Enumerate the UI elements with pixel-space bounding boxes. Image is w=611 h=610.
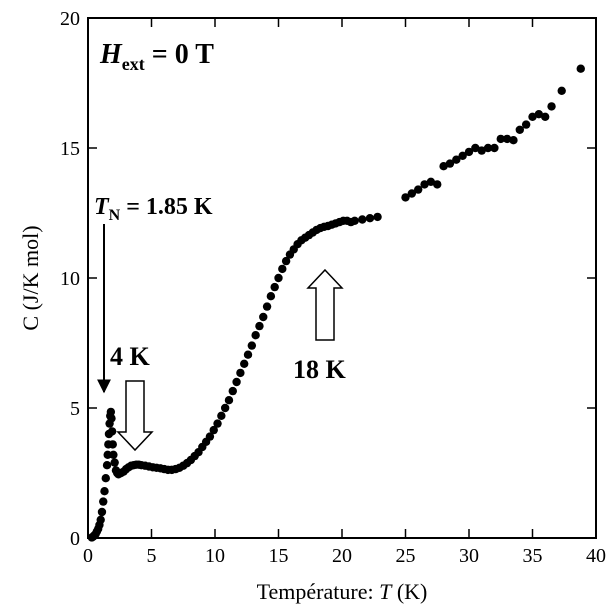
data-point xyxy=(99,497,108,506)
data-point xyxy=(110,458,119,467)
data-point xyxy=(490,143,499,153)
y-tick-label: 10 xyxy=(60,268,80,290)
data-point xyxy=(107,414,116,423)
data-point xyxy=(228,386,237,396)
data-point xyxy=(414,185,423,194)
data-point xyxy=(281,256,291,266)
x-tick-label: 15 xyxy=(269,545,289,567)
label-4k: 4 K xyxy=(110,342,151,371)
data-point xyxy=(102,461,112,470)
x-axis-title: Température: T (K) xyxy=(257,579,428,604)
data-point xyxy=(502,134,512,144)
data-point xyxy=(358,215,367,224)
data-point xyxy=(464,147,474,157)
data-point xyxy=(483,143,493,153)
data-point xyxy=(255,321,264,331)
y-tick-label: 0 xyxy=(70,528,80,550)
x-tick-label: 35 xyxy=(523,545,543,567)
data-point xyxy=(471,143,480,153)
arrow-4k-icon xyxy=(116,380,154,452)
data-point xyxy=(224,396,234,405)
data-point xyxy=(458,151,467,160)
data-point xyxy=(365,214,375,223)
data-point xyxy=(96,515,105,524)
data-point xyxy=(452,155,461,164)
data-point xyxy=(373,212,382,222)
field-annotation: Hext = 0 T xyxy=(99,39,214,74)
data-point xyxy=(270,282,279,292)
data-point xyxy=(232,377,241,387)
data-point xyxy=(251,331,260,340)
data-point xyxy=(259,312,268,322)
x-tick-label: 10 xyxy=(205,545,225,567)
data-point xyxy=(521,120,531,129)
data-point xyxy=(220,403,230,413)
x-tick-label: 0 xyxy=(83,545,93,567)
data-point xyxy=(477,146,486,155)
data-point xyxy=(496,134,505,144)
label-18k: 18 K xyxy=(293,355,347,384)
data-points xyxy=(87,64,585,542)
data-point xyxy=(445,159,455,168)
data-point xyxy=(100,487,109,496)
data-point xyxy=(576,64,585,73)
tn-annotation: TN = 1.85 K xyxy=(94,194,213,224)
data-point xyxy=(534,110,544,119)
data-point xyxy=(557,86,566,96)
data-point xyxy=(209,425,218,435)
x-axis: 0 5 10 15 20 25 30 35 40 xyxy=(83,18,606,567)
x-tick-label: 40 xyxy=(586,545,606,567)
data-point xyxy=(274,273,283,283)
data-point xyxy=(547,102,556,111)
x-tick-label: 25 xyxy=(396,545,416,567)
data-point xyxy=(515,125,524,134)
data-point xyxy=(108,440,117,449)
data-point xyxy=(107,427,117,436)
y-tick-label: 20 xyxy=(60,8,80,30)
data-point xyxy=(407,189,417,198)
data-point xyxy=(350,216,359,225)
x-tick-label: 5 xyxy=(147,545,157,567)
data-point xyxy=(106,407,116,417)
data-point xyxy=(109,450,118,459)
data-point xyxy=(278,264,287,274)
data-point xyxy=(266,292,276,301)
data-point xyxy=(236,368,245,378)
x-tick-label: 30 xyxy=(459,545,479,567)
data-point xyxy=(213,419,222,428)
data-point xyxy=(426,177,436,186)
data-point xyxy=(420,180,429,189)
y-tick-label: 5 xyxy=(70,398,80,420)
data-point xyxy=(528,112,537,122)
data-point xyxy=(439,162,448,171)
data-point xyxy=(101,474,110,483)
y-axis: 0 5 10 15 20 xyxy=(60,8,596,550)
x-tick-label: 20 xyxy=(332,545,352,567)
y-axis-title: C (J/K mol) xyxy=(18,225,43,330)
plot-frame xyxy=(87,17,597,539)
data-point xyxy=(541,112,550,122)
data-point xyxy=(217,411,226,420)
arrow-18k-icon xyxy=(306,268,344,341)
y-tick-label: 15 xyxy=(60,138,80,160)
data-point xyxy=(509,136,518,145)
data-point xyxy=(433,180,442,189)
data-point xyxy=(247,341,257,350)
data-point xyxy=(243,350,253,359)
data-point xyxy=(240,359,249,368)
data-point xyxy=(97,507,107,517)
data-point xyxy=(205,432,215,441)
data-point xyxy=(262,302,272,311)
data-point xyxy=(401,193,410,202)
